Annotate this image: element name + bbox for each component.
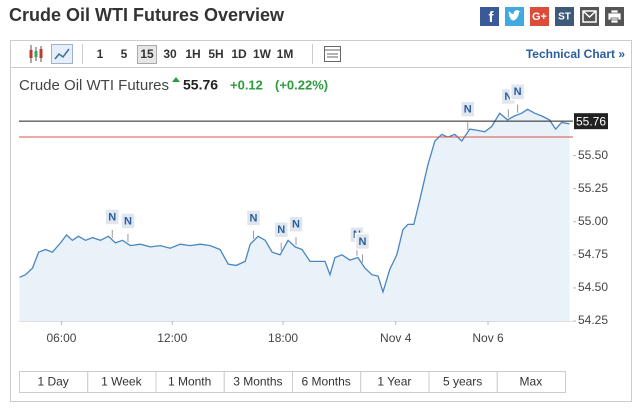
interval-button[interactable]: 15 (140, 47, 154, 61)
range-button[interactable] (496, 371, 566, 393)
range-label: 1 Week (101, 375, 142, 389)
y-tick-label: 55.50 (578, 148, 608, 162)
news-marker[interactable] (245, 209, 262, 227)
news-marker[interactable] (459, 100, 476, 118)
news-marker[interactable] (288, 215, 304, 233)
x-tick-label: 12:00 (157, 331, 187, 345)
interval-button[interactable]: 30 (163, 47, 177, 61)
line-glyph (54, 48, 70, 60)
line-icon[interactable] (51, 44, 73, 64)
area-fill (19, 109, 570, 321)
range-label: 6 Months (301, 375, 350, 389)
interval-button[interactable]: 5 (121, 47, 128, 61)
y-tick-label: 55.00 (578, 214, 608, 228)
y-tick-label: 55.25 (578, 181, 608, 195)
instrument-name: Crude Oil WTI Futures (19, 77, 169, 94)
settings-icon[interactable] (324, 46, 341, 62)
range-label: 5 years (443, 375, 482, 389)
news-label: N (359, 236, 367, 248)
range-label: 1 Year (377, 375, 411, 389)
toolbar (10, 40, 632, 68)
news-marker[interactable] (354, 232, 371, 251)
y-tick-label: 54.50 (578, 280, 608, 294)
news-marker[interactable] (104, 208, 121, 226)
news-marker[interactable] (509, 83, 526, 101)
range-label: 1 Day (37, 375, 68, 389)
change: +0.12 (230, 77, 263, 92)
interval-button[interactable]: 1H (185, 47, 200, 61)
x-tick-label: 06:00 (46, 331, 76, 345)
price-line (19, 108, 570, 295)
x-tick-label: Nov 6 (472, 331, 504, 345)
news-label: N (292, 219, 300, 231)
twitter-glyph (508, 10, 521, 21)
interval-button[interactable]: 1M (277, 47, 294, 61)
candle-icon[interactable] (29, 45, 43, 63)
news-label: N (277, 224, 285, 236)
news-label: N (250, 212, 258, 224)
news-label: N (108, 211, 116, 223)
change-percent: (+0.22%) (275, 77, 328, 92)
range-label: Max (520, 375, 543, 389)
gplus-icon[interactable] (530, 7, 549, 26)
last-price: 55.76 (183, 77, 218, 93)
up-arrow (172, 77, 180, 82)
technical-chart-link[interactable]: Technical Chart » (526, 47, 625, 61)
interval-button[interactable]: 1 (97, 47, 104, 61)
print-glyph (607, 9, 622, 24)
news-label: N (464, 104, 472, 116)
price-tag-label: 55.76 (576, 114, 606, 128)
settings-lines (325, 49, 340, 58)
interval-button[interactable]: 1D (231, 47, 247, 61)
range-label: 3 Months (233, 375, 282, 389)
news-label: N (124, 215, 132, 227)
news-marker[interactable] (120, 212, 136, 230)
news-marker[interactable] (273, 221, 289, 239)
news-label: N (514, 86, 522, 98)
stocktwits-label: ST (558, 12, 571, 23)
candle-body (29, 50, 33, 58)
range-label: 1 Month (168, 375, 211, 389)
candle-body (39, 49, 43, 58)
facebook-glyph: f (489, 9, 495, 26)
price-tag (574, 113, 608, 130)
news-label: N (504, 91, 512, 103)
y-tick-label: 54.75 (578, 247, 608, 261)
gplus-label: G+ (532, 11, 547, 23)
x-tick-label: Nov 4 (380, 331, 412, 345)
interval-button[interactable]: 1W (253, 47, 272, 61)
title: Crude Oil WTI Futures Overview (9, 5, 285, 25)
facebook-icon[interactable] (480, 7, 499, 26)
x-tick-label: 18:00 (268, 331, 298, 345)
stocktwits-icon[interactable] (555, 7, 574, 26)
interval-button[interactable]: 5H (208, 47, 223, 61)
y-tick-label: 54.25 (578, 313, 608, 327)
mail-glyph (582, 10, 597, 23)
interval-selected (137, 45, 157, 64)
candle-body (34, 51, 38, 57)
